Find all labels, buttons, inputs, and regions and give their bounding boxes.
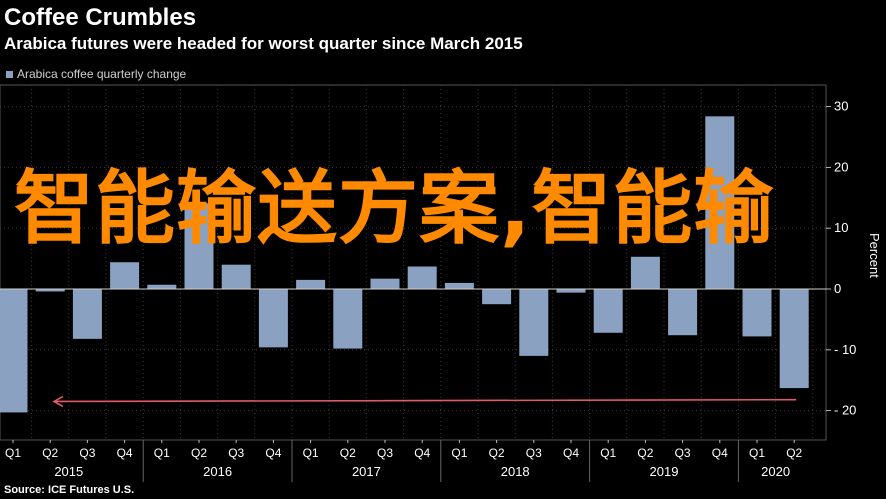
annotation-arrow-line: [53, 398, 797, 403]
y-tick-label: 20: [834, 159, 848, 174]
x-tick-label: Q2: [191, 446, 207, 460]
x-tick-label: Q2: [489, 446, 505, 460]
y-tick-label: - 20: [834, 403, 856, 418]
y-tick-label: 30: [834, 99, 848, 114]
x-tick-label: Q1: [303, 446, 319, 460]
x-tick-label: Q3: [377, 446, 393, 460]
bar: [147, 284, 177, 289]
x-tick-label: Q4: [265, 446, 281, 460]
bar: [519, 289, 549, 356]
source-note: Source: ICE Futures U.S.: [4, 484, 135, 496]
x-tick-label: Q4: [117, 446, 133, 460]
x-tick-label: Q2: [340, 446, 356, 460]
year-label: 2019: [650, 464, 679, 479]
x-tick-label: Q2: [786, 446, 802, 460]
bar: [110, 262, 140, 289]
x-tick-label: Q1: [600, 446, 616, 460]
x-tick-label: Q1: [749, 446, 765, 460]
x-tick-label: Q4: [712, 446, 728, 460]
annotation-arrow-head: [52, 395, 64, 408]
y-tick-label: 10: [834, 220, 848, 235]
bar: [333, 289, 363, 349]
bar: [482, 289, 512, 305]
chart-subtitle: Arabica futures were headed for worst qu…: [4, 34, 523, 53]
bar: [184, 203, 214, 289]
bar: [556, 289, 586, 293]
plot-frame: [0, 84, 827, 441]
x-tick-label: Q1: [5, 446, 21, 460]
x-tick-label: Q3: [526, 446, 542, 460]
bar: [444, 282, 474, 289]
bar: [258, 289, 288, 348]
bar: [779, 289, 809, 389]
year-label: 2015: [54, 464, 83, 479]
year-label: 2020: [761, 464, 790, 479]
legend-swatch: [6, 70, 13, 78]
y-axis-label: Percent: [867, 233, 882, 278]
bar: [668, 289, 698, 336]
year-label: 2018: [501, 464, 530, 479]
watermark-overlay: 智能输送方案,智能输: [14, 162, 775, 255]
x-tick-label: Q4: [414, 446, 430, 460]
year-label: 2016: [203, 464, 232, 479]
x-tick-label: Q1: [451, 446, 467, 460]
bar: [407, 266, 437, 289]
legend: Arabica coffee quarterly change: [6, 67, 186, 81]
legend-label: Arabica coffee quarterly change: [17, 67, 187, 81]
bar: [370, 278, 400, 289]
bar: [630, 256, 660, 289]
x-tick-label: Q3: [228, 446, 244, 460]
bar: [35, 289, 65, 292]
bar: [705, 116, 735, 289]
year-label: 2017: [352, 464, 381, 479]
x-tick-label: Q3: [675, 446, 691, 460]
bar: [742, 289, 772, 337]
bar: [72, 289, 102, 339]
y-tick-label: 0: [834, 281, 841, 296]
x-tick-label: Q3: [79, 446, 95, 460]
x-tick-label: Q2: [637, 446, 653, 460]
y-tick-label: - 10: [834, 342, 856, 357]
x-tick-label: Q2: [42, 446, 58, 460]
chart-title: Coffee Crumbles: [4, 4, 197, 31]
bar: [593, 289, 623, 333]
x-tick-label: Q4: [563, 446, 579, 460]
bar: [296, 279, 326, 289]
bar: [221, 264, 251, 289]
x-tick-label: Q1: [154, 446, 170, 460]
bar: [0, 289, 28, 413]
